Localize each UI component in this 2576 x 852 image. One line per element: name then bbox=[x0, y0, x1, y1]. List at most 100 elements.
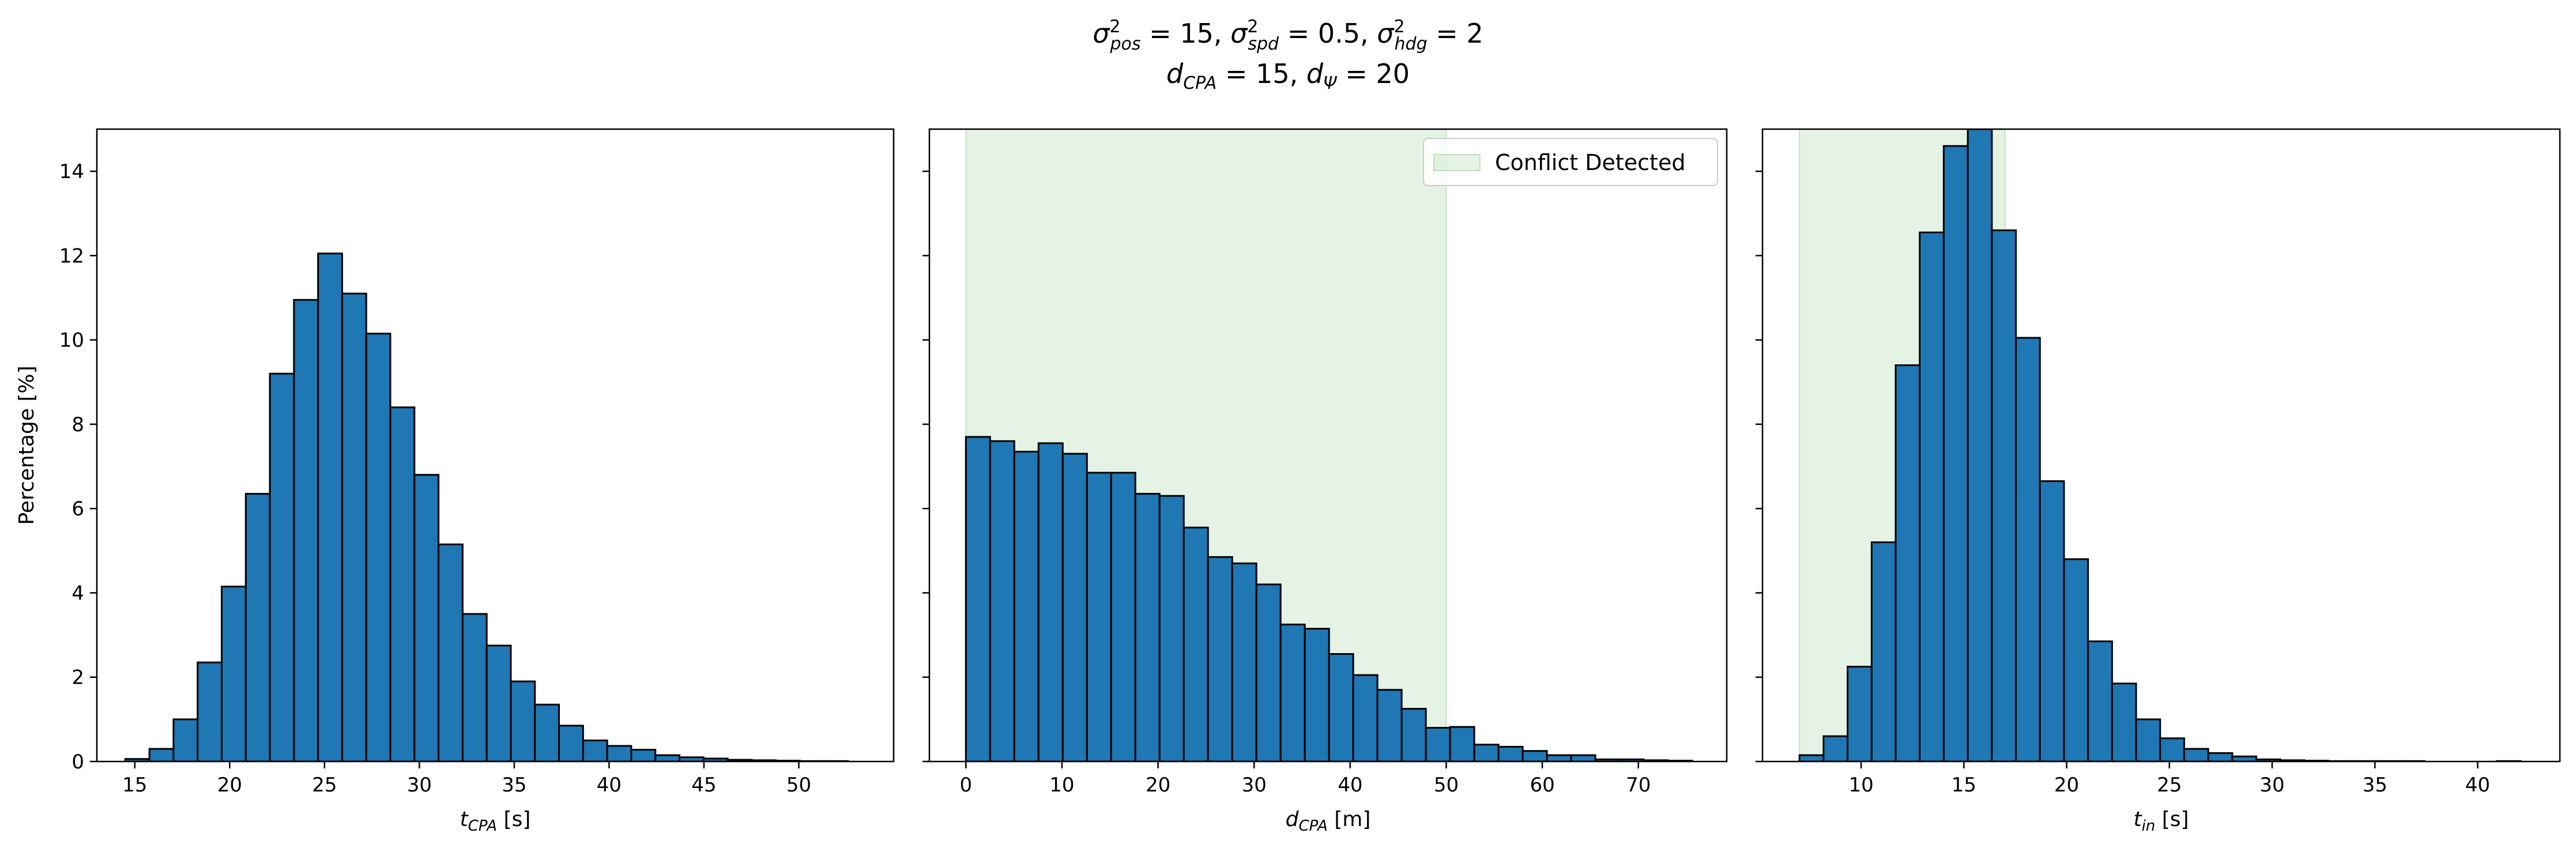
figure-title: σ2 pos = 15, σ2 spd = 0.5, σ2 hdg = 2 dCPA … bbox=[1093, 17, 1483, 93]
figure-title-line-1: σ2 pos = 15, σ2 spd = 0.5, σ2 hdg = 2 bbox=[1093, 17, 1483, 54]
histogram-bar bbox=[1570, 754, 1596, 761]
histogram-bar bbox=[341, 292, 367, 761]
histogram-bar bbox=[1400, 708, 1427, 761]
histogram-bar bbox=[1473, 744, 1500, 761]
axes-frame bbox=[1761, 128, 2561, 763]
histogram-bar bbox=[244, 493, 271, 761]
legend-swatch bbox=[1433, 154, 1481, 171]
histogram-bar bbox=[582, 739, 608, 761]
histogram-bar bbox=[269, 372, 295, 761]
histogram-bar bbox=[965, 436, 991, 761]
x-tick-label: 45 bbox=[691, 774, 716, 797]
histogram-bar bbox=[1991, 229, 2017, 761]
histogram-bar bbox=[1967, 129, 1993, 761]
histogram-bar bbox=[1425, 726, 1451, 761]
x-tick-label: 40 bbox=[597, 774, 622, 797]
x-tick-label: 20 bbox=[217, 774, 242, 797]
y-tick-label: 8 bbox=[71, 413, 84, 436]
histogram-bar bbox=[1279, 623, 1306, 761]
figure-title-line-2: dCPA = 15, dΨ = 20 bbox=[1166, 58, 1410, 93]
x-tick-label: 30 bbox=[1242, 774, 1267, 797]
histogram-bar bbox=[1919, 231, 1945, 761]
legend: Conflict Detected bbox=[1423, 138, 1718, 186]
x-tick-label: 35 bbox=[2363, 774, 2387, 797]
histogram-bar bbox=[389, 406, 416, 761]
histogram-bar bbox=[1110, 472, 1136, 761]
histogram-bar bbox=[413, 474, 440, 761]
panel-t-cpa-histogram: 15 20 25 30 35 40 45 50 0 2 4 6 8 10 12 14 tCPA [s] Perce… bbox=[15, 128, 895, 835]
legend-label: Conflict Detected bbox=[1495, 150, 1685, 175]
histogram-bar bbox=[989, 440, 1015, 761]
histogram-bar bbox=[510, 680, 536, 761]
y-tick-label: 6 bbox=[71, 497, 84, 521]
x-tick-label: 10 bbox=[1848, 774, 1873, 797]
histogram-bar bbox=[534, 703, 560, 761]
histogram-bar bbox=[1231, 562, 1257, 761]
x-tick-label: 0 bbox=[959, 774, 972, 797]
histogram-bar bbox=[2231, 755, 2258, 761]
histogram-bar bbox=[1352, 674, 1379, 761]
y-tick-label: 12 bbox=[59, 244, 84, 267]
histogram-bars bbox=[965, 436, 1693, 761]
histogram-bar bbox=[2183, 748, 2209, 761]
histogram-bar bbox=[1158, 495, 1185, 761]
histogram-bar bbox=[558, 725, 584, 761]
histogram-bar bbox=[1870, 541, 1897, 761]
y-tick-label: 14 bbox=[59, 160, 84, 183]
histogram-bar bbox=[1522, 750, 1548, 761]
histogram-bar bbox=[461, 613, 488, 761]
histogram-bar bbox=[317, 252, 343, 761]
histogram-bar bbox=[630, 749, 657, 761]
histogram-bar bbox=[1013, 450, 1040, 761]
y-tick-label: 2 bbox=[71, 666, 84, 689]
histogram-bar bbox=[1847, 665, 1873, 761]
x-axis-label: tCPA [s] bbox=[460, 808, 531, 835]
x-tick-label: 30 bbox=[2259, 774, 2284, 797]
histogram-bar bbox=[365, 333, 391, 761]
y-tick-label: 4 bbox=[71, 582, 84, 605]
x-tick-label: 70 bbox=[1626, 774, 1651, 797]
histogram-bar bbox=[606, 745, 632, 761]
histogram-bar bbox=[1207, 556, 1233, 761]
histogram-bar bbox=[197, 661, 223, 761]
panel-t-in-histogram: 10 15 20 25 30 35 40 tin [s] bbox=[1756, 128, 2561, 835]
histogram-bar bbox=[2039, 480, 2065, 761]
y-tick-label: 10 bbox=[59, 329, 84, 352]
histogram-bar bbox=[1086, 472, 1112, 761]
histogram-bar bbox=[2111, 683, 2137, 761]
histogram-bar bbox=[1304, 628, 1330, 761]
histogram-bar bbox=[1328, 653, 1354, 761]
histogram-bar bbox=[2087, 640, 2113, 761]
histogram-bar bbox=[1134, 493, 1161, 761]
x-tick-label: 60 bbox=[1530, 774, 1554, 797]
legend-box bbox=[1423, 138, 1718, 186]
histogram-bar bbox=[1497, 745, 1524, 761]
x-tick-label: 25 bbox=[312, 774, 337, 797]
x-tick-label: 15 bbox=[122, 774, 147, 797]
histogram-bar bbox=[2159, 737, 2185, 761]
x-tick-label: 35 bbox=[502, 774, 526, 797]
x-tick-label: 50 bbox=[786, 774, 811, 797]
x-axis-label: tin [s] bbox=[2133, 808, 2189, 835]
panel-d-cpa-histogram: 0 10 20 30 40 50 60 70 dCPA [m] Conflict Detected bbox=[922, 128, 1728, 835]
histogram-bar bbox=[2014, 337, 2041, 761]
histogram-bar bbox=[1546, 754, 1572, 761]
histogram-bar bbox=[148, 748, 175, 761]
histogram-bar bbox=[1798, 754, 1825, 761]
axes-frame bbox=[96, 128, 895, 763]
histogram-bar bbox=[1255, 583, 1282, 761]
x-tick-label: 40 bbox=[1338, 774, 1362, 797]
histogram-bar bbox=[654, 754, 681, 761]
x-tick-label: 25 bbox=[2157, 774, 2182, 797]
histogram-bars bbox=[124, 252, 849, 761]
x-tick-label: 20 bbox=[2054, 774, 2079, 797]
x-tick-label: 30 bbox=[407, 774, 432, 797]
x-tick-label: 40 bbox=[2465, 774, 2490, 797]
histogram-bar bbox=[1037, 442, 1064, 761]
histogram-bar bbox=[1822, 735, 1849, 761]
histogram-bar bbox=[1376, 689, 1403, 761]
y-tick-label: 0 bbox=[71, 751, 84, 774]
histogram-bar bbox=[485, 644, 512, 761]
axes-frame bbox=[928, 128, 1728, 763]
histogram-bar bbox=[221, 585, 247, 761]
